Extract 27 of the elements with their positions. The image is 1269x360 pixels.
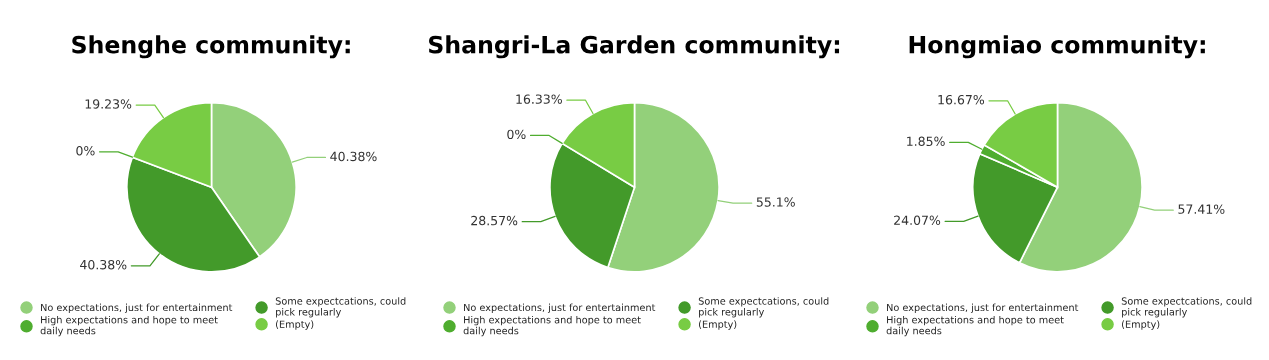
legend-label: Some expectcations, could pick regularly — [1121, 297, 1252, 318]
data-label: 24.07% — [894, 215, 941, 225]
chart-title: Shenghe community: — [72, 35, 350, 59]
legend-label: (Empty) — [276, 320, 314, 330]
legend-label: (Empty) — [699, 320, 737, 330]
legend-label: Some expectcations, could pick regularly — [698, 297, 829, 318]
legend-label: (Empty) — [1122, 320, 1160, 330]
data-label: 57.41% — [1178, 204, 1225, 214]
legend-label: High expectations and hope to meet daily needs — [40, 315, 218, 337]
legend-label: High expectations and hope to meet daily needs — [463, 315, 641, 337]
data-label: 1.85% — [907, 136, 945, 147]
data-label: 16.67% — [938, 94, 985, 105]
data-label: 19.23% — [85, 99, 132, 109]
text: 0% — [507, 129, 526, 140]
data-label: 40.38% — [330, 151, 377, 162]
data-label: 28.57% — [471, 215, 518, 226]
data-label: 55.1% — [756, 197, 795, 207]
chart-title: Hongmiao community: — [909, 35, 1205, 59]
legend-label: No expectations, just for entertainment — [887, 303, 1079, 313]
legend-label: High expectations and hope to meet daily needs — [886, 315, 1064, 337]
legend-label: No expectations, just for entertainment — [464, 303, 656, 313]
legend-label: No expectations, just for entertainment — [41, 303, 233, 313]
data-label: 16.33% — [516, 94, 562, 104]
chart-title: Shangri-La Garden community: — [429, 35, 840, 59]
legend-label: Some expectcations, could pick regularly — [275, 297, 406, 318]
data-label: 40.38% — [80, 259, 127, 270]
text: 0% — [76, 145, 95, 156]
